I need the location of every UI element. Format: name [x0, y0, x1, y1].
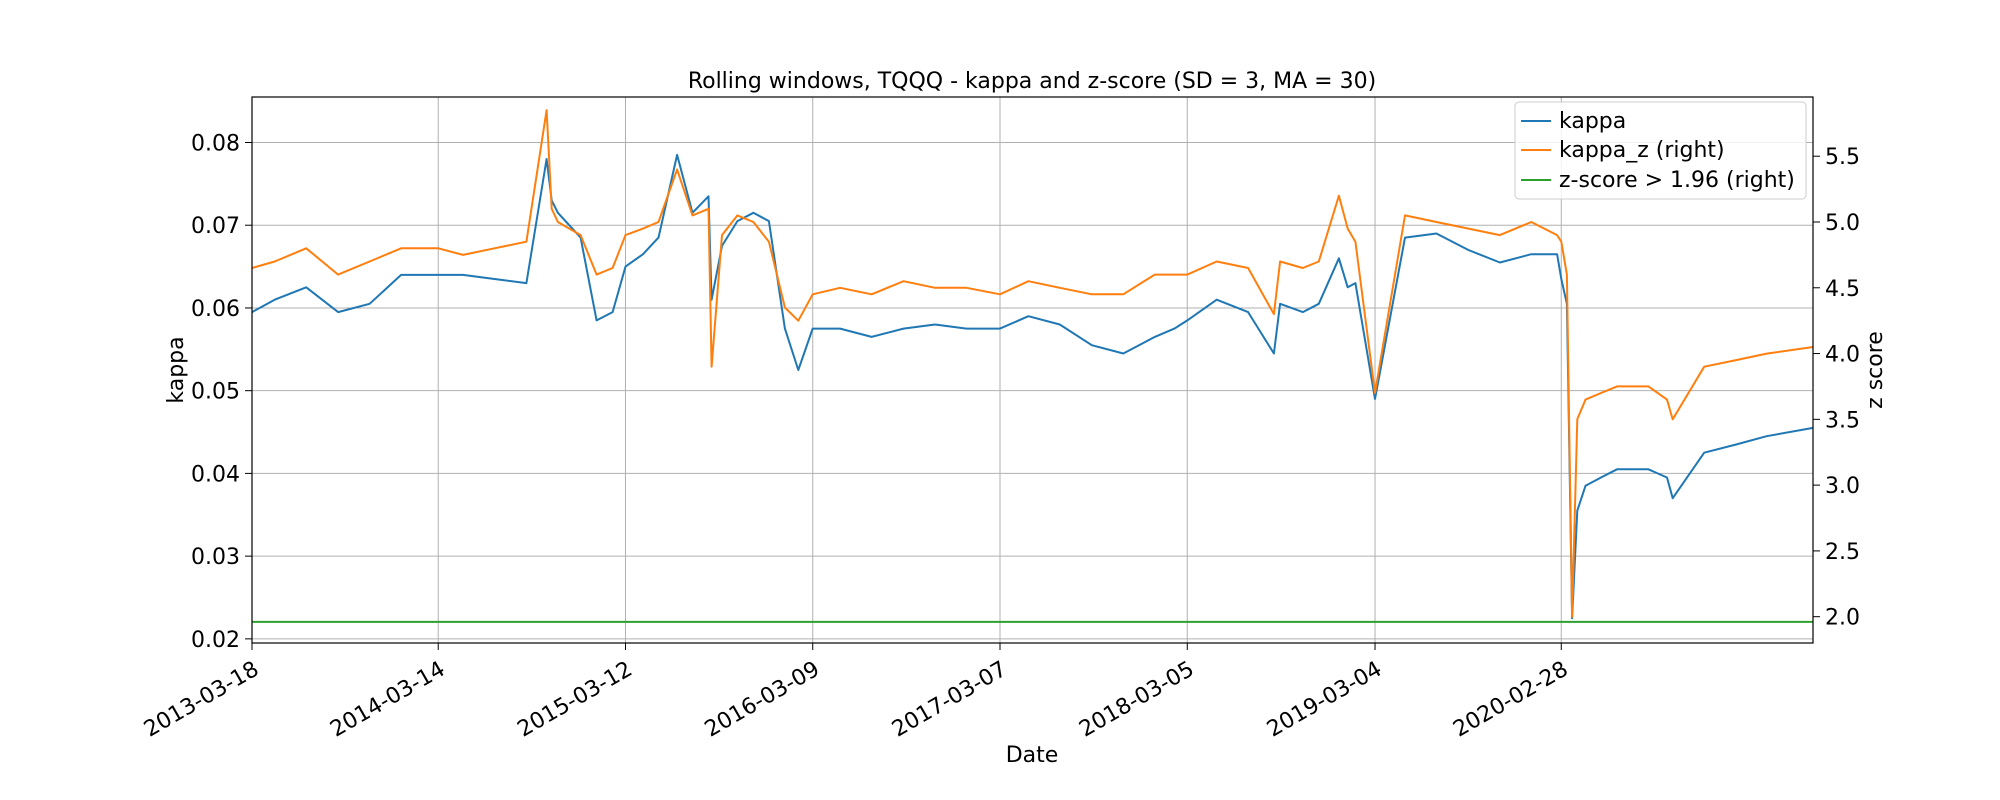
x-axis: 2013-03-18 2014-03-14 2015-03-12 2016-03-09…: [140, 643, 1573, 743]
x-tick-label: 2017-03-07: [888, 657, 1011, 743]
y-tick-label: 0.03: [191, 545, 240, 570]
legend-label-kappa-z: kappa_z (right): [1559, 138, 1725, 163]
y-axis-title: kappa: [164, 336, 189, 403]
y2-tick-label: 5.0: [1825, 211, 1860, 236]
x-axis-title: Date: [1006, 743, 1059, 768]
plot-frame: [251, 96, 1814, 644]
y2-tick-label: 2.0: [1825, 606, 1860, 631]
x-tick-label: 2013-03-18: [140, 657, 263, 743]
y-tick-label: 0.06: [191, 297, 240, 322]
y2-tick-label: 4.5: [1825, 277, 1860, 302]
x-tick-label: 2020-02-28: [1449, 657, 1572, 743]
legend: kappa kappa_z (right) z-score > 1.96 (ri…: [1514, 101, 1807, 200]
y-tick-label: 0.08: [191, 132, 240, 157]
legend-label-z-threshold: z-score > 1.96 (right): [1559, 168, 1795, 193]
y-tick-label: 0.02: [191, 628, 240, 653]
legend-box: [1514, 101, 1807, 200]
y-tick-label: 0.07: [191, 214, 240, 239]
y2-tick-label: 3.0: [1825, 474, 1860, 499]
chart-title: Rolling windows, TQQQ - kappa and z-scor…: [688, 69, 1376, 94]
x-tick-label: 2014-03-14: [326, 657, 449, 743]
y2-tick-label: 3.5: [1825, 408, 1860, 433]
x-tick-label: 2015-03-12: [514, 657, 637, 743]
right-axis: 2.0 2.5 3.0 3.5 4.0 4.5 5.0 5.5: [1813, 145, 1860, 631]
left-axis: 0.02 0.03 0.04 0.05 0.06 0.07 0.08: [191, 132, 252, 653]
x-tick-label: 2018-03-05: [1075, 657, 1198, 743]
x-tick-label: 2019-03-04: [1263, 657, 1386, 743]
y2-tick-label: 2.5: [1825, 540, 1860, 565]
y-tick-label: 0.05: [191, 380, 240, 405]
x-tick-label: 2016-03-09: [701, 657, 824, 743]
series-layer: [251, 109, 1814, 623]
legend-label-kappa: kappa: [1559, 109, 1626, 134]
y2-tick-label: 4.0: [1825, 343, 1860, 368]
y2-axis-title: z score: [1863, 331, 1888, 409]
y-tick-label: 0.04: [191, 462, 240, 487]
series-kappa-z-line: [251, 109, 1814, 618]
y2-tick-label: 5.5: [1825, 145, 1860, 170]
